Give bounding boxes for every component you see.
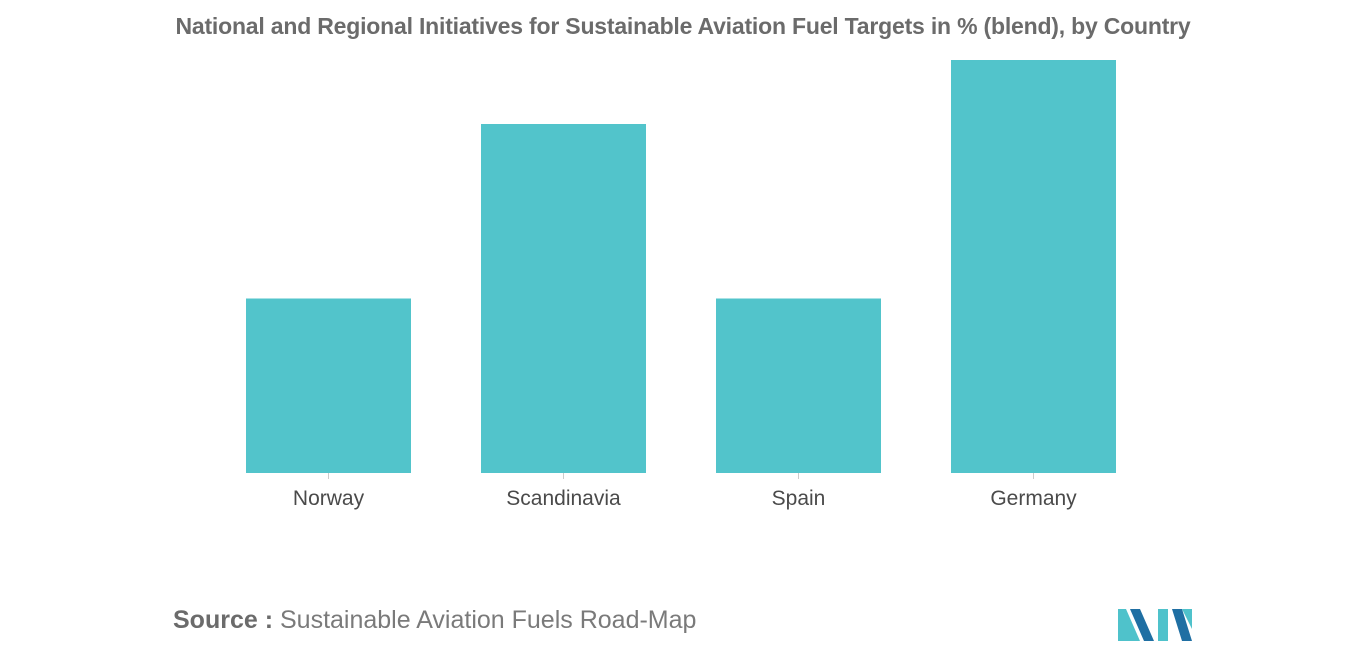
- chart-title: National and Regional Initiatives for Su…: [175, 13, 1191, 39]
- bar-scandinavia: [481, 124, 646, 473]
- source-note: Source : Sustainable Aviation Fuels Road…: [173, 606, 696, 635]
- bar-germany: [951, 60, 1116, 473]
- source-label: Source :: [173, 606, 274, 634]
- x-tick-label: Germany: [990, 487, 1077, 510]
- bar-chart: Norway Scandinavia Spain Germany: [246, 60, 1116, 510]
- x-tick-label: Scandinavia: [506, 487, 621, 510]
- company-logo-icon: [1118, 609, 1192, 641]
- x-tick-label: Spain: [772, 487, 826, 510]
- bar-norway: [246, 298, 411, 473]
- source-text: Sustainable Aviation Fuels Road-Map: [279, 606, 697, 634]
- x-tick-label: Norway: [293, 487, 365, 510]
- bar-spain: [716, 298, 881, 473]
